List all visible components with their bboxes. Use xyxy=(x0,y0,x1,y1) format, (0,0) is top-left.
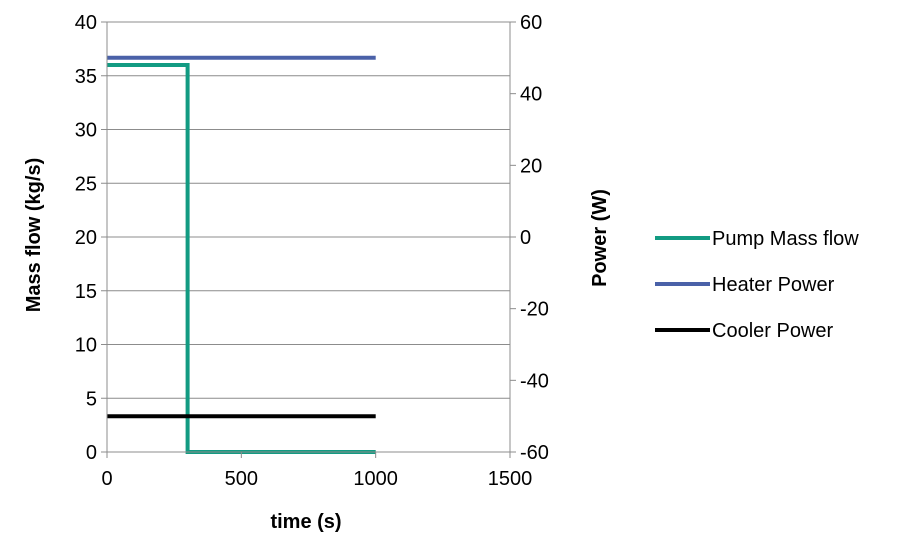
x-tick-label: 0 xyxy=(101,468,112,490)
y2-axis-title: Power (W) xyxy=(589,189,611,287)
legend-label-heater-power: Heater Power xyxy=(712,274,835,296)
y2-tick-label: -20 xyxy=(520,299,549,321)
y2-tick-label: 40 xyxy=(520,84,542,106)
y2-tick-label: 20 xyxy=(520,155,542,177)
legend-label-pump-mass-flow: Pump Mass flow xyxy=(712,228,859,250)
y-tick-label: 25 xyxy=(75,173,97,195)
series-line-pump-mass-flow xyxy=(107,63,376,454)
legend: Pump Mass flow Heater Power Cooler Power xyxy=(655,228,859,342)
y-tick-label: 5 xyxy=(86,388,97,410)
y-tick-label: 15 xyxy=(75,281,97,303)
y-tick-label: 30 xyxy=(75,120,97,142)
y-tick-label: 10 xyxy=(75,335,97,357)
x-tick-label: 500 xyxy=(225,468,258,490)
y2-tick-label: 0 xyxy=(520,227,531,249)
axes xyxy=(101,21,516,458)
y2-tick-label: 60 xyxy=(520,12,542,34)
x-tick-label: 1500 xyxy=(488,468,533,490)
tick-labels: 0 5 10 15 20 25 30 35 40 -60 -40 -20 0 20 40 60 0 500 1000… xyxy=(75,12,549,490)
y-tick-label: 20 xyxy=(75,227,97,249)
legend-label-cooler-power: Cooler Power xyxy=(712,320,834,342)
y2-tick-label: -40 xyxy=(520,370,549,392)
series-group xyxy=(107,55,376,454)
y-tick-label: 35 xyxy=(75,66,97,88)
y-tick-label: 0 xyxy=(86,442,97,464)
y-axis-title: Mass flow (kg/s) xyxy=(23,158,45,312)
y2-tick-label: -60 xyxy=(520,442,549,464)
x-axis-title: time (s) xyxy=(270,511,341,533)
x-tick-label: 1000 xyxy=(353,468,398,490)
grid-lines xyxy=(107,21,510,399)
y-tick-label: 40 xyxy=(75,12,97,34)
